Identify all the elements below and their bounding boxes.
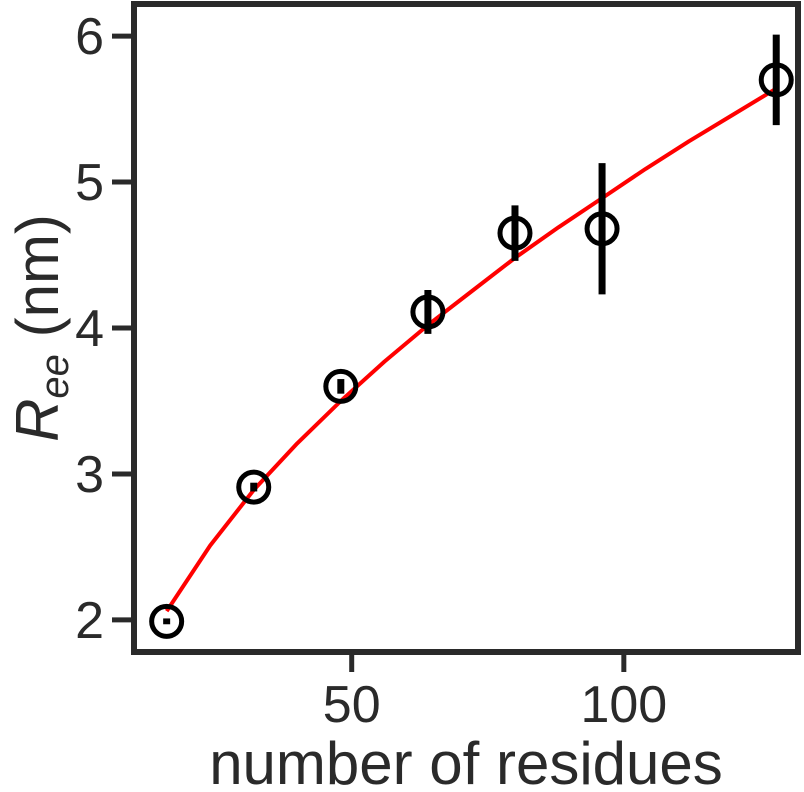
data-point [497, 205, 533, 261]
points-layer [149, 34, 794, 639]
point-marker [236, 469, 272, 505]
point-marker [758, 62, 794, 98]
point-marker [323, 368, 359, 404]
point-marker [410, 294, 446, 330]
data-point [758, 34, 794, 126]
data-point [149, 603, 185, 639]
y-tick-label: 2 [75, 592, 104, 650]
y-axis-title-main: R [4, 399, 71, 442]
data-point [236, 469, 272, 505]
x-axis-title: number of residues [209, 730, 723, 792]
data-point [323, 368, 359, 404]
y-tick-label: 4 [75, 300, 104, 358]
plot-frame [131, 1, 801, 655]
point-marker [584, 211, 620, 247]
y-tick-label: 5 [75, 154, 104, 212]
data-point [410, 290, 446, 334]
y-axis-title: Ree (nm) [4, 214, 77, 442]
y-axis-title-unit: (nm) [4, 214, 71, 354]
y-tick-label: 6 [75, 8, 104, 66]
fit-layer [165, 86, 778, 613]
x-ticks: 50 100 [323, 652, 667, 734]
y-axis-title-sub: ee [33, 354, 77, 399]
point-marker [149, 603, 185, 639]
point-marker [497, 215, 533, 251]
y-ticks: 2 3 4 5 6 [75, 8, 134, 650]
data-point [584, 163, 620, 295]
fit-line [165, 86, 778, 613]
x-tick-label: 50 [323, 676, 381, 734]
x-tick-label: 100 [580, 676, 667, 734]
y-tick-label: 3 [75, 446, 104, 504]
